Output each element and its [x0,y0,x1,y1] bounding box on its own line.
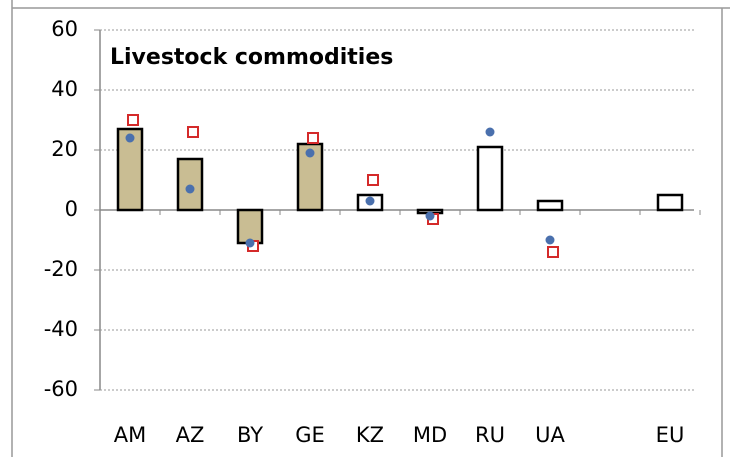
marker-square [307,132,319,144]
marker-square [127,114,139,126]
x-tick-label: EU [656,423,685,447]
marker-square [367,174,379,186]
x-tick-label: AM [114,423,146,447]
marker-dot [125,133,135,143]
chart-title: Livestock commodities [110,45,393,70]
marker-dot [185,184,195,194]
x-tick-label: KZ [356,423,384,447]
y-tick-label: -60 [44,377,78,401]
x-tick-label: UA [535,423,565,447]
marker-dot [545,235,555,245]
x-tick-label: RU [475,423,505,447]
x-tick-label: MD [413,423,447,447]
bar [476,145,504,212]
x-tick-label: AZ [176,423,205,447]
bar [236,208,264,245]
y-tick-label: 0 [65,197,78,221]
x-tick-label: GE [295,423,325,447]
marker-dot [245,238,255,248]
marker-dot [365,196,375,206]
x-tick-label: BY [237,423,263,447]
y-tick-label: 40 [51,77,78,101]
marker-dot [305,148,315,158]
marker-square [187,126,199,138]
y-tick-label: 20 [51,137,78,161]
y-tick-label: -20 [44,257,78,281]
bar [536,199,564,212]
marker-dot [485,127,495,137]
y-tick-label: 60 [51,17,78,41]
bar [656,193,684,212]
marker-dot [425,211,435,221]
marker-square [547,246,559,258]
y-tick-label: -40 [44,317,78,341]
